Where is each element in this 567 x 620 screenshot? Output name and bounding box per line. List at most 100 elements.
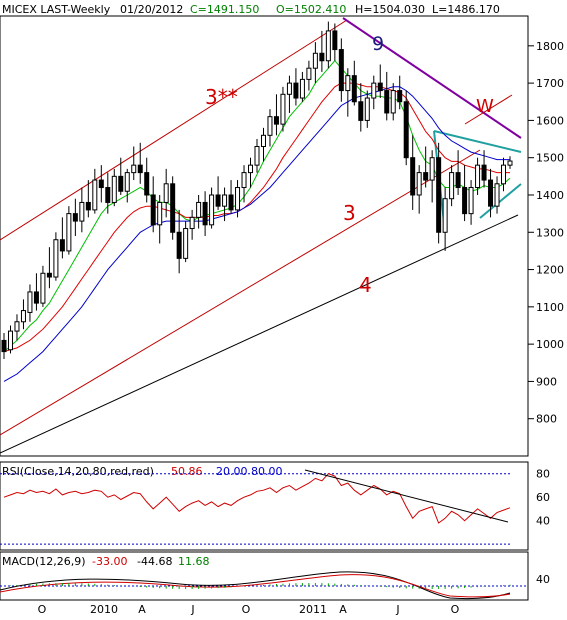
moving-average-3: [3, 86, 510, 382]
x-axis-label: J: [395, 603, 399, 616]
candle-body: [364, 97, 370, 121]
candle: [241, 165, 247, 203]
candle: [267, 109, 273, 147]
rsi-line: [3, 473, 511, 524]
candle: [248, 157, 254, 188]
x-axis-label: O: [451, 603, 460, 616]
candle: [196, 194, 202, 229]
candle-body: [66, 213, 72, 252]
candle-body: [111, 175, 117, 203]
candle: [7, 325, 13, 354]
chart-open: O=1502.410: [276, 3, 346, 16]
candle-body: [260, 134, 266, 148]
candle-body: [416, 172, 422, 196]
candle: [111, 168, 117, 207]
candle-body: [286, 82, 292, 95]
triangle-lower: [479, 183, 522, 219]
x-axis-label: 2010: [90, 603, 118, 616]
candle-body: [189, 216, 195, 230]
candle: [131, 146, 137, 181]
candle-body: [7, 330, 13, 351]
candle-body: [241, 172, 247, 189]
rsi-tick-label: 80: [536, 468, 550, 481]
price-tick-label: 1100: [536, 301, 564, 314]
x-axis-label: A: [339, 603, 347, 616]
candle: [455, 150, 461, 195]
candle: [436, 142, 442, 244]
candle: [338, 38, 344, 102]
rsi-value: 50.86: [171, 465, 203, 478]
candle: [390, 83, 396, 121]
rsi-panel-frame: [0, 461, 529, 551]
candle-body: [338, 49, 344, 92]
candle-body: [488, 179, 494, 207]
candle: [215, 176, 221, 210]
candle: [1, 332, 7, 360]
candle: [202, 191, 208, 236]
candle: [332, 23, 338, 61]
candle: [423, 146, 429, 188]
trendline-9: [342, 17, 522, 139]
candle-body: [92, 179, 98, 211]
candle-body: [429, 157, 435, 181]
candle: [403, 90, 409, 166]
candle-body: [293, 82, 299, 99]
candle: [449, 165, 455, 207]
candle-body: [183, 228, 189, 259]
candle: [306, 60, 312, 91]
candle: [170, 176, 176, 240]
price-tick-label: 1300: [536, 226, 564, 239]
candle-body: [222, 194, 228, 207]
price-tick-label: 1800: [536, 40, 564, 53]
candle-body: [410, 157, 416, 196]
candle-body: [501, 164, 507, 185]
macd-panel-frame: [0, 551, 529, 601]
candle: [72, 198, 78, 236]
trendline-w: [464, 94, 513, 125]
candle: [105, 172, 111, 214]
chart-high: H=1504.030: [355, 3, 425, 16]
chart-date: 01/20/2012: [120, 3, 183, 16]
candle: [280, 86, 286, 132]
price-tick-label: 1700: [536, 77, 564, 90]
macd-signal-line: [0, 574, 511, 598]
candle: [150, 176, 156, 233]
candle-body: [196, 201, 202, 218]
candle-body: [228, 194, 234, 211]
candle-body: [85, 201, 91, 211]
candle-body: [351, 75, 357, 103]
candle-body: [267, 116, 273, 136]
candle: [189, 209, 195, 240]
candle-body: [468, 187, 474, 215]
x-axis-label: O: [38, 603, 47, 616]
macd-value-black: -44.68: [137, 555, 172, 568]
candle-body: [59, 239, 65, 252]
candle: [59, 217, 65, 259]
macd-value-green: 11.68: [178, 555, 210, 568]
candle-body: [46, 272, 52, 278]
candle: [429, 150, 435, 203]
candle: [351, 60, 357, 106]
candle-body: [14, 321, 20, 332]
candle-body: [371, 82, 377, 99]
candle: [118, 157, 124, 195]
candle: [273, 94, 279, 136]
candle-body: [312, 52, 318, 69]
rsi-axis-ticks: 40 60 80: [536, 468, 550, 528]
candle-body: [507, 160, 513, 166]
candle: [371, 75, 377, 110]
candle: [468, 180, 474, 225]
candle-body: [53, 239, 59, 278]
candle-body: [131, 164, 137, 174]
x-axis-label: O: [242, 603, 251, 616]
candle-body: [358, 101, 364, 121]
annotation-3: 3: [343, 201, 356, 225]
price-tick-label: 800: [536, 413, 557, 426]
candle: [364, 90, 370, 128]
candle: [377, 64, 383, 99]
candle: [416, 165, 422, 214]
price-tick-label: 1200: [536, 264, 564, 277]
candle: [384, 71, 390, 121]
candle-body: [105, 187, 111, 203]
